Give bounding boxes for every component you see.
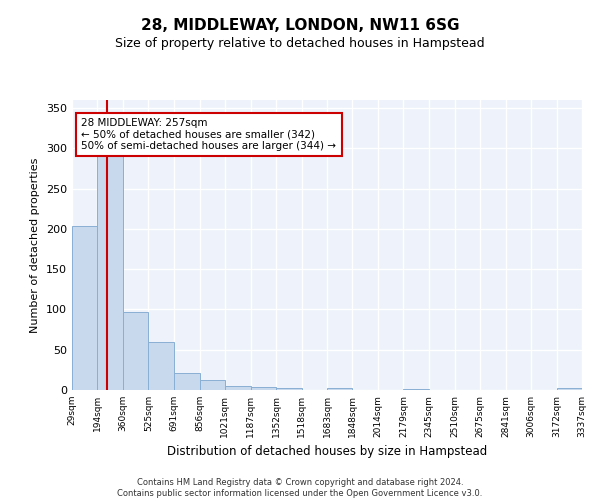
Bar — [251, 387, 276, 390]
Bar — [327, 388, 352, 390]
Bar — [97, 156, 123, 390]
Bar — [403, 389, 429, 390]
Y-axis label: Number of detached properties: Number of detached properties — [31, 158, 40, 332]
Text: 28 MIDDLEWAY: 257sqm
← 50% of detached houses are smaller (342)
50% of semi-deta: 28 MIDDLEWAY: 257sqm ← 50% of detached h… — [82, 118, 337, 151]
Bar — [174, 373, 199, 390]
Text: Size of property relative to detached houses in Hampstead: Size of property relative to detached ho… — [115, 38, 485, 51]
X-axis label: Distribution of detached houses by size in Hampstead: Distribution of detached houses by size … — [167, 446, 487, 458]
Bar — [225, 386, 251, 390]
Bar — [123, 312, 148, 390]
Text: Contains HM Land Registry data © Crown copyright and database right 2024.
Contai: Contains HM Land Registry data © Crown c… — [118, 478, 482, 498]
Bar — [148, 342, 174, 390]
Bar — [72, 226, 97, 390]
Bar — [557, 388, 582, 390]
Bar — [276, 388, 302, 390]
Text: 28, MIDDLEWAY, LONDON, NW11 6SG: 28, MIDDLEWAY, LONDON, NW11 6SG — [141, 18, 459, 32]
Bar — [199, 380, 225, 390]
